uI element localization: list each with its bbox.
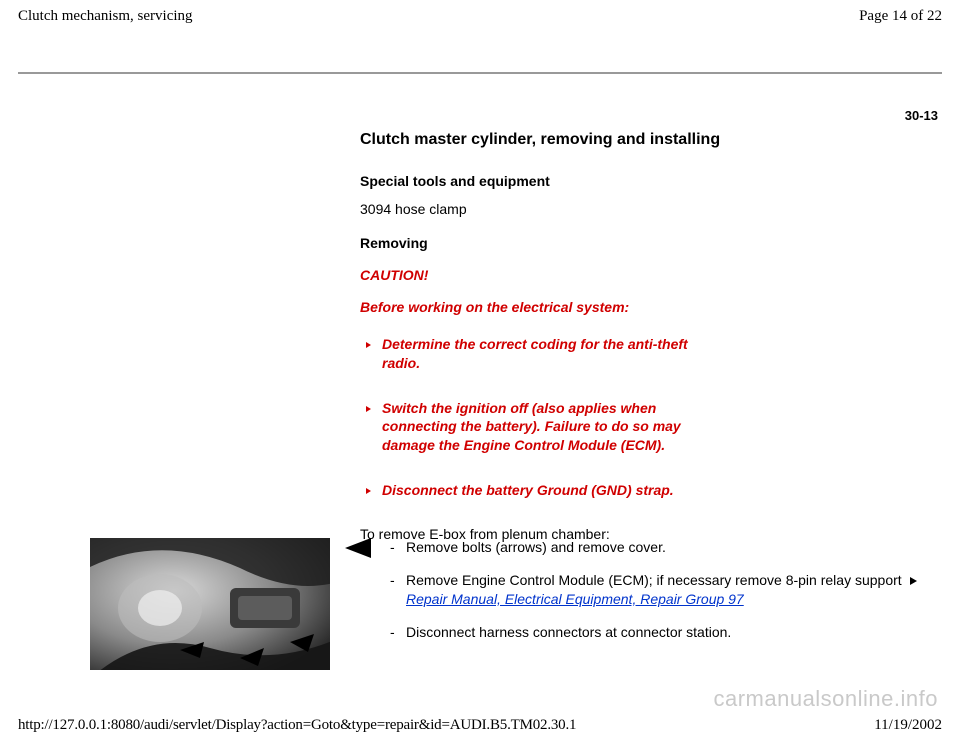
step-list: - Remove bolts (arrows) and remove cover… [390,538,950,656]
page-root: Clutch mechanism, servicing Page 14 of 2… [0,0,960,742]
tools-item: 3094 hose clamp [360,201,740,217]
page-ref-number: 30-13 [905,108,938,123]
step-item: - Remove Engine Control Module (ECM); if… [390,571,950,609]
step-text: Remove bolts (arrows) and remove cover. [406,538,950,557]
arrow-right-icon [910,577,917,585]
header-title: Clutch mechanism, servicing [18,8,193,25]
removing-heading: Removing [360,235,740,251]
header-page: Page 14 of 22 [859,8,942,25]
pointer-left-icon [345,538,371,558]
tools-heading: Special tools and equipment [360,173,740,189]
caution-list: Determine the correct coding for the ant… [360,335,740,500]
header-rule [18,72,942,74]
repair-manual-link[interactable]: Repair Manual, Electrical Equipment, Rep… [406,591,744,607]
content-column: Clutch master cylinder, removing and ins… [360,130,740,550]
caution-item: Disconnect the battery Ground (GND) stra… [360,481,710,500]
dash-icon: - [390,571,406,609]
footer-date: 11/19/2002 [874,717,942,734]
step-text: Remove Engine Control Module (ECM); if n… [406,571,950,609]
watermark-text: carmanualsonline.info [713,686,938,712]
dash-icon: - [390,623,406,642]
footer-url: http://127.0.0.1:8080/audi/servlet/Displ… [18,717,576,734]
step-text: Disconnect harness connectors at connect… [406,623,950,642]
caution-item: Determine the correct coding for the ant… [360,335,710,373]
dash-icon: - [390,538,406,557]
step-item: - Remove bolts (arrows) and remove cover… [390,538,950,557]
caution-label: CAUTION! [360,267,740,283]
section-title: Clutch master cylinder, removing and ins… [360,130,740,151]
running-header: Clutch mechanism, servicing Page 14 of 2… [18,8,942,25]
step-text-inline: Remove Engine Control Module (ECM); if n… [406,572,906,588]
caution-item: Switch the ignition off (also applies wh… [360,399,710,456]
figure-photo [90,538,330,670]
step-item: - Disconnect harness connectors at conne… [390,623,950,642]
caution-lead: Before working on the electrical system: [360,299,740,315]
